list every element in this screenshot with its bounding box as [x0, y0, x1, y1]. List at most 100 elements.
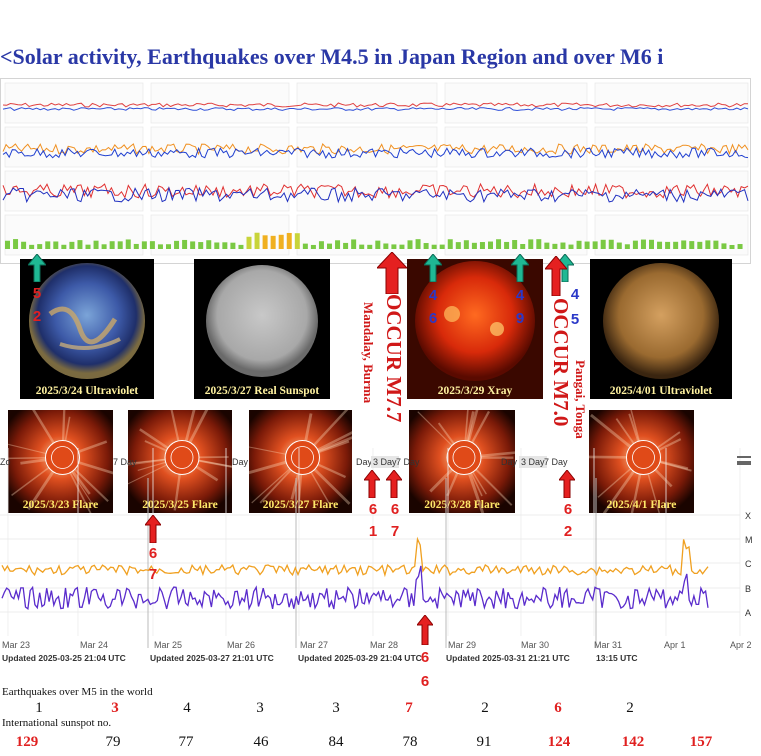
solar-data-plots [2, 82, 749, 256]
kp-bar [463, 240, 469, 249]
kp-bar [294, 233, 300, 249]
strip-panel [444, 126, 588, 168]
strip-panel [594, 126, 749, 168]
strip-panel [150, 82, 290, 124]
range-day-button[interactable]: Day [356, 457, 373, 467]
kp-bar [383, 243, 389, 249]
strip-panel [150, 126, 290, 168]
quake-count: 4 [183, 700, 191, 716]
kp-bar [391, 244, 397, 249]
kp-bar [13, 239, 19, 249]
class-label: A [745, 608, 752, 618]
date-tick: Mar 24 [80, 640, 109, 650]
kp-bar [471, 242, 477, 249]
kp-bar [697, 241, 703, 249]
sunspot-number: 46 [253, 734, 269, 750]
japan-quake-digit: 4 [515, 287, 525, 304]
updated-label: Updated 2025-03-25 21:04 UTC [2, 653, 126, 663]
kp-bar [141, 241, 147, 249]
event-place: Pangai, Tonga [573, 360, 588, 439]
flare-caption: 2025/3/23 Flare [22, 499, 99, 511]
quake-count-label: Earthquakes over M5 in the world [2, 686, 153, 698]
kp-bar [214, 242, 220, 249]
kp-bar [198, 242, 204, 249]
kp-bar [504, 241, 510, 249]
kp-bar [600, 239, 606, 249]
strip-panel [4, 82, 144, 124]
sun-caption: 2025/3/27 Real Sunspot [204, 385, 320, 397]
kp-bar [222, 242, 228, 249]
green-arrow-icon [424, 254, 442, 282]
range-day-button[interactable]: Day [232, 457, 249, 467]
date-tick: Apr 2 [730, 640, 752, 650]
chart-menu-icon[interactable] [737, 456, 751, 465]
red-arrow-icon [364, 470, 380, 498]
date-tick: Mar 27 [300, 640, 329, 650]
xray-plot [0, 448, 741, 648]
world-quake-digit: 2 [563, 523, 573, 540]
kp-bar [149, 241, 155, 249]
japan-quake-digit: 2 [32, 308, 42, 325]
sunspot-number: 78 [402, 734, 418, 750]
range-7day-button[interactable]: 7 Day [396, 457, 420, 467]
kp-bar [182, 239, 188, 249]
kp-bar [640, 239, 646, 249]
strip-panel [296, 126, 438, 168]
kp-bar [729, 244, 735, 249]
xray-series-line [1, 536, 709, 578]
kp-bar [21, 241, 27, 249]
updated-label: Updated 2025-03-31 21:21 UTC [446, 653, 570, 663]
range-3day-button[interactable]: 3 Day [371, 456, 399, 468]
event-label: OCCUR M7.7 [382, 294, 406, 423]
kp-bar [713, 240, 719, 249]
updated-label: 13:15 UTC [596, 653, 638, 663]
flare-caption: 2025/4/1 Flare [606, 499, 677, 511]
red-arrow-icon [545, 256, 567, 296]
date-tick: Mar 30 [521, 640, 550, 650]
kp-bar [318, 241, 324, 249]
kp-bar [520, 244, 526, 249]
sunspot-number: 91 [476, 734, 492, 750]
kp-bar [681, 240, 687, 249]
updated-label: Updated 2025-03-27 21:01 UTC [150, 653, 274, 663]
kp-bar [53, 241, 59, 249]
kp-bar [45, 241, 51, 249]
sunspot-number: 157 [689, 734, 713, 750]
class-label: X [745, 511, 752, 521]
japan-quake-digit: 6 [428, 310, 438, 327]
quake-count: 6 [554, 700, 562, 716]
kp-bar [302, 243, 308, 249]
sunspot-label: International sunspot no. [2, 717, 112, 729]
world-quake-digit: 6 [368, 501, 378, 518]
kp-bar [576, 240, 582, 249]
flare-image: 2025/3/25 Flare [128, 410, 232, 513]
flare-image: 2025/3/28 Flare [409, 410, 515, 513]
date-tick: Mar 28 [370, 640, 399, 650]
kp-bar [335, 240, 341, 249]
kp-bar [447, 239, 453, 249]
class-label: B [745, 584, 752, 594]
range-7day-button[interactable]: 7 Day [113, 457, 137, 467]
kp-bar [431, 244, 437, 249]
kp-bar [608, 239, 614, 249]
kp-bar [85, 244, 91, 249]
sunspot-number: 84 [328, 734, 344, 750]
range-day-button[interactable]: Day [501, 457, 518, 467]
kp-bar [455, 242, 461, 249]
flare-image: 2025/3/23 Flare [8, 410, 113, 513]
kp-bar [544, 242, 550, 249]
xray-series-line [1, 565, 709, 611]
kp-bar [536, 239, 542, 249]
kp-bar [101, 244, 107, 249]
kp-bar [439, 244, 445, 249]
kp-bar [721, 243, 727, 249]
strip-panel [150, 214, 290, 256]
range-7day-button[interactable]: 7 Day [544, 457, 568, 467]
range-3day-button[interactable]: 3 Day [519, 456, 547, 468]
sunspot-number: 142 [621, 734, 645, 750]
red-arrow-icon [145, 515, 161, 543]
kp-bar [254, 232, 260, 249]
quake-count: 2 [481, 700, 489, 716]
kp-bar [649, 239, 654, 249]
kp-bar [69, 241, 75, 249]
